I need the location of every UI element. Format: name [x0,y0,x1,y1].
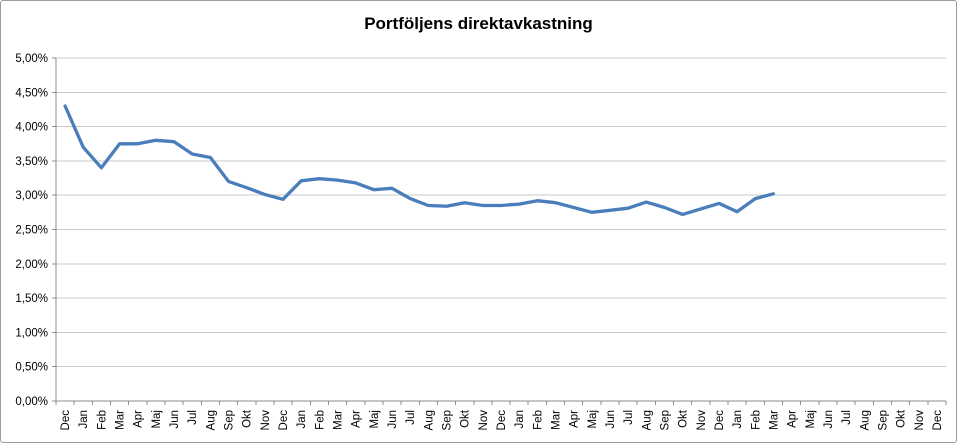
x-axis-label: Nov [260,410,272,431]
x-axis-label: Nov [696,410,708,431]
x-axis-label: Jul [841,410,853,425]
y-axis-label: 3,50% [15,156,48,168]
y-axis-label: 1,50% [15,293,48,305]
x-axis-label: Mar [768,410,780,430]
x-axis-label: Maj [151,410,163,429]
x-axis-label: Aug [641,410,653,430]
x-axis-label: Aug [423,410,435,430]
y-axis-label: 2,50% [15,225,48,237]
x-axis-label: Jun [823,410,835,429]
x-axis-label: Okt [242,409,254,428]
x-axis-label: Dec [714,410,726,431]
x-axis-label: Feb [532,410,544,430]
x-axis-label: Jul [405,410,417,425]
x-axis-label: Feb [750,410,762,430]
x-axis-label: Maj [587,410,599,429]
x-axis-label: Sep [442,410,454,430]
y-axis-label: 0,00% [15,396,48,408]
x-axis-label: Sep [877,410,889,430]
x-axis-label: Jun [605,410,617,429]
x-axis-label: Dec [496,410,508,431]
y-axis-label: 3,00% [15,190,48,202]
x-axis-label: Jul [187,410,199,425]
chart-title: Portföljens direktavkastning [364,14,593,33]
y-axis-label: 2,00% [15,259,48,271]
x-axis-label: Apr [351,410,363,428]
x-axis-label: Jan [514,410,526,429]
x-axis-label: Okt [678,409,690,428]
x-axis-label: Jan [732,410,744,429]
x-axis-label: Maj [369,410,381,429]
x-axis-label: Jun [169,410,181,429]
series-line-direktavkastning [63,104,776,217]
y-axis-label: 0,50% [15,362,48,374]
y-axis-label: 5,00% [15,53,48,65]
x-axis-label: Mar [550,410,562,430]
x-axis-label: Apr [787,410,799,428]
x-axis-label: Okt [460,409,472,428]
y-axis-label: 1,00% [15,327,48,339]
x-axis-label: Jul [623,410,635,425]
x-axis-label: Aug [205,410,217,430]
x-axis-label: Apr [133,410,145,428]
x-axis-label: Feb [96,410,108,430]
x-axis-label: Jan [296,410,308,429]
y-axis-label: 4,00% [15,122,48,134]
x-axis-label: Nov [914,410,926,431]
x-axis-label: Jan [78,410,90,429]
x-axis-label: Mar [333,410,345,430]
x-axis-label: Feb [314,410,326,430]
x-axis-label: Okt [896,409,908,428]
x-axis-label: Nov [478,410,490,431]
x-axis-label: Sep [659,410,671,430]
x-axis-label: Sep [224,410,236,430]
x-axis-label: Jun [387,410,399,429]
x-axis-label: Maj [805,410,817,429]
x-axis-label: Mar [115,410,127,430]
y-axis-label: 4,50% [15,87,48,99]
x-axis-label: Apr [569,410,581,428]
x-axis-label: Dec [278,410,290,431]
x-axis-label: Dec [932,410,944,431]
x-axis-label: Aug [859,410,871,430]
x-axis-label: Dec [60,410,72,431]
